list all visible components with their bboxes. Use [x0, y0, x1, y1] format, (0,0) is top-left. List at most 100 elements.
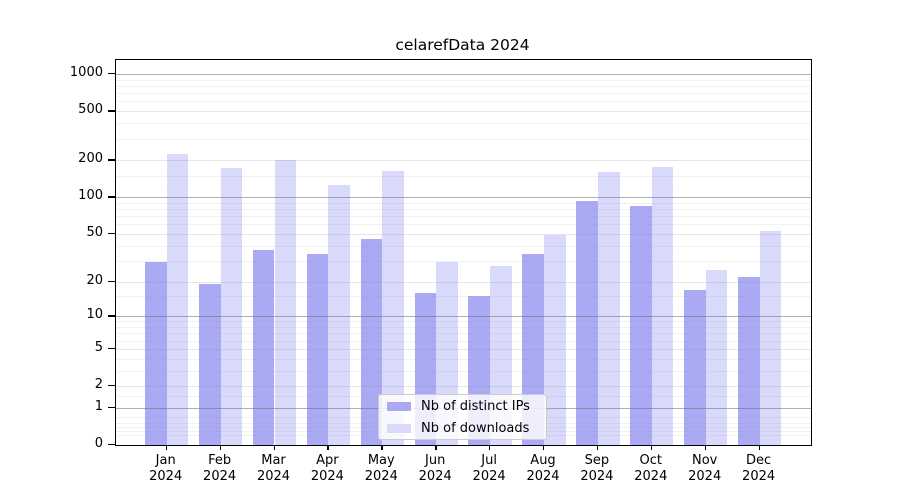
- gridline-y-30: [116, 260, 811, 262]
- y-tick-label-5: 5: [94, 339, 103, 355]
- bar-distinct-ips-apr: [306, 254, 329, 445]
- gridline-y-40: [116, 245, 811, 247]
- bar-downloads-oct: [651, 167, 674, 445]
- gridline-y-15: [116, 296, 811, 298]
- y-tick-label-500: 500: [78, 102, 103, 118]
- x-tick-nov: [704, 445, 707, 450]
- x-tick-jan: [165, 445, 168, 450]
- gridline-y-300: [116, 138, 811, 140]
- bar-downloads-feb: [220, 168, 243, 445]
- gridline-y-1000: [116, 74, 811, 76]
- chart-title: celarefData 2024: [395, 36, 530, 54]
- x-tick-label-may: May 2024: [364, 453, 398, 484]
- gridline-y-7: [116, 333, 811, 335]
- gridline-y-600: [116, 101, 811, 103]
- y-tick-label-1: 1: [94, 398, 103, 414]
- x-tick-jun: [435, 445, 437, 450]
- gridline-y-900: [116, 79, 811, 81]
- x-tick-jul: [489, 445, 491, 450]
- y-tick-label-1000: 1000: [69, 65, 103, 81]
- gridline-y-9: [116, 321, 811, 323]
- plot-area: Nb of distinct IPs Nb of downloads: [115, 59, 812, 446]
- x-tick-oct: [650, 445, 653, 450]
- gridline-y-5: [116, 348, 811, 350]
- gridline-y-50: [116, 233, 811, 235]
- gridline-y-10: [116, 316, 811, 318]
- y-tick-label-10: 10: [86, 307, 103, 323]
- y-tick-20: [108, 280, 115, 282]
- legend-item-downloads: Nb of downloads: [387, 419, 546, 437]
- y-tick-label-2: 2: [94, 377, 103, 393]
- gridline-y-4: [116, 358, 811, 360]
- y-tick-200: [108, 159, 115, 161]
- y-tick-0: [108, 444, 115, 446]
- gridline-y-3: [116, 370, 811, 372]
- gridline-y-6: [116, 340, 811, 342]
- x-tick-feb: [219, 445, 221, 450]
- y-tick-1000: [108, 73, 115, 75]
- x-tick-dec: [758, 445, 760, 450]
- y-tick-50: [108, 232, 115, 235]
- bar-downloads-dec: [759, 230, 782, 445]
- bar-distinct-ips-jan: [145, 262, 167, 445]
- gridline-y-100: [116, 197, 811, 199]
- gridline-y-500: [116, 111, 811, 113]
- bar-distinct-ips-dec: [737, 276, 760, 445]
- x-tick-mar: [273, 445, 275, 450]
- y-tick-label-50: 50: [86, 224, 103, 240]
- bar-downloads-jan: [166, 153, 189, 445]
- bar-downloads-mar: [274, 160, 297, 445]
- y-tick-1: [108, 406, 115, 409]
- bar-distinct-ips-may: [360, 239, 383, 445]
- gridline-y-400: [116, 123, 811, 125]
- y-tick-5: [108, 347, 115, 350]
- gridline-y-200: [116, 160, 811, 162]
- bar-downloads-nov: [705, 270, 728, 445]
- x-tick-sep: [596, 445, 599, 450]
- legend-item-distinct-ips: Nb of distinct IPs: [387, 397, 546, 415]
- y-tick-label-100: 100: [78, 188, 103, 204]
- y-tick-10: [108, 315, 115, 317]
- bar-distinct-ips-mar: [252, 249, 275, 445]
- gridline-y-700: [116, 93, 811, 95]
- x-tick-apr: [327, 445, 329, 450]
- bar-downloads-sep: [597, 171, 620, 445]
- x-tick-label-aug: Aug 2024: [526, 453, 560, 484]
- x-tick-label-apr: Apr 2024: [310, 453, 344, 484]
- gridline-y-20: [116, 281, 811, 283]
- gridline-y-150: [116, 175, 811, 177]
- legend-label-distinct-ips: Nb of distinct IPs: [421, 398, 530, 414]
- x-tick-label-jan: Jan 2024: [149, 453, 183, 484]
- bar-distinct-ips-oct: [630, 205, 652, 445]
- legend-swatch-distinct-ips: [387, 401, 411, 411]
- gridline-y-70: [116, 216, 811, 218]
- y-tick-2: [108, 385, 115, 387]
- bar-distinct-ips-nov: [684, 289, 706, 445]
- legend-label-downloads: Nb of downloads: [421, 420, 530, 436]
- x-tick-label-nov: Nov 2024: [688, 453, 722, 484]
- x-tick-label-feb: Feb 2024: [203, 453, 237, 484]
- y-tick-label-0: 0: [94, 436, 103, 451]
- legend: Nb of distinct IPs Nb of downloads: [378, 394, 547, 440]
- x-tick-label-sep: Sep 2024: [580, 453, 614, 484]
- bar-downloads-aug: [544, 234, 566, 445]
- gridline-y-60: [116, 224, 811, 226]
- bar-distinct-ips-sep: [576, 201, 598, 445]
- gridline-y-800: [116, 86, 811, 88]
- y-tick-100: [108, 196, 115, 198]
- gridline-y-90: [116, 202, 811, 204]
- gridline-y-2: [116, 386, 811, 388]
- gridline-y-8: [116, 327, 811, 329]
- gridline-y-80: [116, 209, 811, 211]
- y-tick-label-20: 20: [86, 272, 103, 288]
- legend-swatch-downloads: [387, 423, 411, 433]
- x-tick-label-jun: Jun 2024: [418, 453, 452, 484]
- y-tick-label-200: 200: [78, 151, 103, 167]
- bar-distinct-ips-feb: [198, 284, 221, 445]
- x-tick-aug: [543, 445, 545, 450]
- bar-downloads-apr: [328, 185, 351, 445]
- bar-downloads-may: [382, 171, 404, 445]
- x-tick-label-jul: Jul 2024: [472, 453, 506, 484]
- x-tick-may: [381, 445, 383, 450]
